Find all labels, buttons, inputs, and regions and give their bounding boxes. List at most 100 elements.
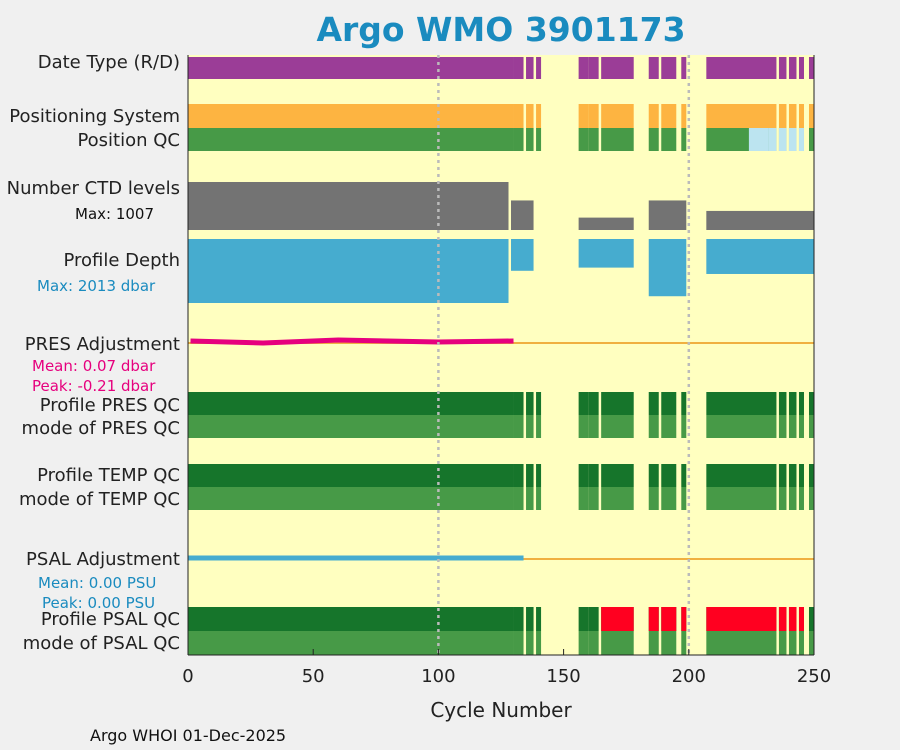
positioning-bar-10 <box>706 104 777 128</box>
mode-psal-qc-bar-9 <box>681 631 687 655</box>
profile-pres-qc-bar-6 <box>601 392 634 415</box>
profile-pres-qc-bar-0 <box>188 392 514 415</box>
mode-temp-qc-bar-1 <box>513 487 524 510</box>
mode-psal-qc-bar-2 <box>526 631 534 655</box>
profile-temp-qc-bar-7 <box>648 464 659 487</box>
plot-background <box>188 55 814 655</box>
mode-pres-qc-bar-5 <box>588 415 599 438</box>
profile-temp-qc-bar-10 <box>706 464 777 487</box>
date-type-bar-5 <box>588 57 599 79</box>
profile-psal-qc-bad-bar-5 <box>778 607 787 631</box>
profile-temp-qc-bar-1 <box>513 464 524 487</box>
mode-pres-qc-bar-8 <box>661 415 677 438</box>
profile-pres-qc-bar-9 <box>681 392 687 415</box>
mode-temp-qc-bar-2 <box>526 487 534 510</box>
profile-psal-qc-bar-5 <box>588 607 599 631</box>
chart-title: Argo WMO 3901173 <box>316 10 686 49</box>
profile-psal-qc-bar-1 <box>513 607 524 631</box>
profile-temp-qc-bar-14 <box>808 464 814 487</box>
mode-temp-qc-bar-9 <box>681 487 687 510</box>
positioning-bar-11 <box>778 104 787 128</box>
positioning-bar-7 <box>648 104 659 128</box>
mode-pres-qc-bar-7 <box>648 415 659 438</box>
positioning-bar-12 <box>788 104 797 128</box>
psal-peak-note: Peak: 0.00 PSU <box>42 594 156 612</box>
positioning-bar-6 <box>601 104 634 128</box>
position-qc-light-bar-1 <box>768 128 777 151</box>
mode-psal-qc-bar-6 <box>601 631 634 655</box>
row-label-ctd-levels: Number CTD levels <box>6 178 180 199</box>
position-qc-bar-7 <box>648 128 659 151</box>
mode-pres-qc-bar-12 <box>788 415 797 438</box>
profile-psal-qc-bar-0 <box>188 607 514 631</box>
position-qc-bar-2 <box>526 128 534 151</box>
profile-depth-bar-3 <box>648 239 687 297</box>
profile-depth-bar-4 <box>706 239 814 274</box>
pres-peak-note: Peak: -0.21 dbar <box>32 377 156 395</box>
x-tick-label-5: 250 <box>797 666 831 687</box>
position-qc-light-bar-4 <box>798 128 804 151</box>
positioning-bar-9 <box>681 104 687 128</box>
positioning-bar-14 <box>808 104 814 128</box>
profile-depth-bar-0 <box>188 239 509 303</box>
mode-psal-qc-bar-7 <box>648 631 659 655</box>
positioning-bar-13 <box>798 104 804 128</box>
footer-credit: Argo WHOI 01-Dec-2025 <box>90 726 287 745</box>
ctd-levels-bar-1 <box>511 200 534 230</box>
mode-psal-qc-bar-1 <box>513 631 524 655</box>
profile-pres-qc-bar-3 <box>536 392 542 415</box>
mode-temp-qc-bar-8 <box>661 487 677 510</box>
profile-pres-qc-bar-4 <box>578 392 589 415</box>
profile-pres-qc-bar-10 <box>706 392 777 415</box>
psal-mean-note: Mean: 0.00 PSU <box>38 574 157 592</box>
mode-psal-qc-bar-8 <box>661 631 677 655</box>
date-type-bar-1 <box>513 57 524 79</box>
mode-psal-qc-bar-11 <box>778 631 787 655</box>
x-tick-label-4: 200 <box>672 666 706 687</box>
profile-psal-qc-bar-14 <box>808 607 814 631</box>
date-type-bar-2 <box>526 57 534 79</box>
profile-psal-qc-bad-bar-6 <box>788 607 797 631</box>
date-type-bar-12 <box>788 57 797 79</box>
mode-pres-qc-bar-9 <box>681 415 687 438</box>
positioning-bar-3 <box>536 104 542 128</box>
profile-temp-qc-bar-5 <box>588 464 599 487</box>
profile-temp-qc-bar-0 <box>188 464 514 487</box>
row-label-psal-adjustment: PSAL Adjustment <box>25 549 180 570</box>
profile-pres-qc-bar-7 <box>648 392 659 415</box>
profile-pres-qc-bar-13 <box>798 392 804 415</box>
profile-psal-qc-bad-bar-3 <box>681 607 687 631</box>
position-qc-bar-8 <box>661 128 677 151</box>
row-label-profile-depth: Profile Depth <box>63 250 180 271</box>
position-qc-bar-5 <box>588 128 599 151</box>
profile-psal-qc-bad-bar-1 <box>648 607 659 631</box>
mode-psal-qc-bar-3 <box>536 631 542 655</box>
date-type-bar-14 <box>808 57 814 79</box>
profile-depth-bar-1 <box>511 239 534 271</box>
date-type-bar-8 <box>661 57 677 79</box>
x-axis-label: Cycle Number <box>430 698 572 722</box>
mode-pres-qc-bar-2 <box>526 415 534 438</box>
pres-mean-note: Mean: 0.07 dbar <box>32 357 156 375</box>
profile-psal-qc-bad-bar-0 <box>601 607 634 631</box>
position-qc-light-bar-3 <box>788 128 797 151</box>
positioning-bar-5 <box>588 104 599 128</box>
depth-max-note: Max: 2013 dbar <box>37 277 156 295</box>
mode-pres-qc-bar-10 <box>706 415 777 438</box>
mode-temp-qc-bar-4 <box>578 487 589 510</box>
row-label-mode-psal-qc: mode of PSAL QC <box>22 633 180 654</box>
ctd-levels-bar-2 <box>578 217 634 230</box>
profile-pres-qc-bar-11 <box>778 392 787 415</box>
mode-psal-qc-bar-10 <box>706 631 777 655</box>
profile-psal-qc-bar-3 <box>536 607 542 631</box>
mode-psal-qc-bar-4 <box>578 631 589 655</box>
position-qc-light-bar-0 <box>748 128 769 151</box>
mode-pres-qc-bar-0 <box>188 415 514 438</box>
row-label-profile-pres-qc: Profile PRES QC <box>39 395 180 416</box>
row-label-mode-temp-qc: mode of TEMP QC <box>18 489 180 510</box>
date-type-bar-11 <box>778 57 787 79</box>
positioning-bar-1 <box>513 104 524 128</box>
mode-pres-qc-bar-4 <box>578 415 589 438</box>
positioning-bar-8 <box>661 104 677 128</box>
mode-temp-qc-bar-0 <box>188 487 514 510</box>
